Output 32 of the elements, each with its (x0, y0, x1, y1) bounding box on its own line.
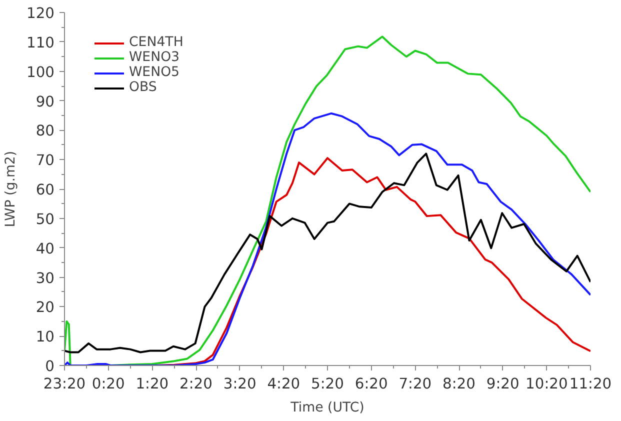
x-tick-label: 8:20 (442, 376, 476, 392)
y-tick-label: 110 (26, 34, 55, 52)
y-tick-label: 80 (36, 122, 55, 140)
x-axis-title: Time (UTC) (290, 400, 364, 416)
x-tick-label: 3:20 (223, 376, 256, 392)
y-axis-title: LWP (g.m2) (4, 150, 19, 228)
x-tick-label: 4:20 (267, 376, 300, 392)
y-tick-label: 70 (36, 152, 55, 170)
y-tick-label: 50 (36, 210, 55, 228)
legend-label: CEN4TH (129, 35, 184, 50)
y-tick-label: 10 (36, 328, 55, 346)
y-tick-label: 40 (36, 240, 55, 258)
x-tick-label: 2:20 (180, 376, 212, 392)
legend-label: WENO5 (129, 65, 180, 80)
y-tick-label: 30 (36, 270, 55, 287)
x-tick-label: 23:20 (43, 376, 86, 392)
x-tick-label: 10:20 (526, 376, 568, 392)
x-tick-label: 5:20 (311, 376, 344, 392)
y-tick-label: 120 (26, 5, 55, 22)
x-tick-label: 9:20 (486, 376, 520, 392)
legend-label: WENO3 (129, 50, 180, 65)
y-tick-label: 60 (36, 182, 55, 198)
y-tick-label: 0 (45, 358, 55, 375)
x-tick-label: 0:20 (92, 376, 125, 392)
y-tick-label: 100 (26, 64, 55, 81)
y-tick-label: 20 (36, 299, 55, 316)
legend-label: OBS (129, 80, 157, 95)
x-tick-label: 6:20 (354, 376, 388, 392)
x-tick-label: 11:20 (569, 376, 612, 392)
x-tick-label: 1:20 (136, 376, 169, 392)
x-tick-label: 7:20 (398, 376, 432, 392)
y-tick-label: 90 (36, 93, 55, 110)
